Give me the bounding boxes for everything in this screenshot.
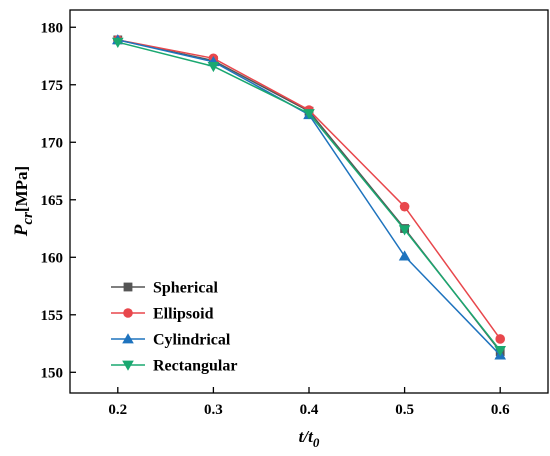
x-tick-label: 0.5 (395, 402, 414, 418)
y-tick-label: 175 (41, 78, 64, 94)
x-axis-label-main: t/t (299, 427, 314, 446)
x-axis-label-subscript: 0 (313, 435, 320, 450)
series-ellipsoid (113, 35, 506, 344)
legend-label-cylindrical: Cylindrical (153, 332, 231, 349)
data-point-ellipsoid (495, 334, 506, 344)
x-tick-label: 0.4 (300, 402, 319, 418)
y-tick-label: 160 (41, 250, 64, 266)
legend: Spherical Ellipsoid Cylindrical Rectangular (111, 280, 237, 375)
data-point-cylindrical (398, 250, 411, 261)
data-point-rectangular (494, 346, 506, 357)
legend-item-rectangular: Rectangular (111, 358, 237, 375)
legend-item-spherical: Spherical (111, 280, 218, 297)
data-point-ellipsoid (399, 201, 410, 212)
y-tick-label: 170 (41, 135, 64, 151)
x-axis-label: t/t0 (299, 427, 320, 450)
legend-label-ellipsoid: Ellipsoid (153, 306, 214, 323)
series-line-rectangular (117, 41, 501, 351)
y-tick-label: 165 (41, 193, 64, 209)
y-axis-label-unit: [MPa] (12, 166, 31, 212)
x-tick-label: 0.2 (108, 402, 127, 418)
legend-label-rectangular: Rectangular (153, 358, 237, 375)
legend-marker-ellipsoid (123, 308, 133, 318)
data-point-rectangular (207, 61, 220, 73)
y-axis-label: Pcr[MPa] (11, 166, 36, 237)
y-tick-label: 150 (41, 365, 64, 381)
y-tick-label: 180 (41, 20, 64, 36)
y-tick-label: 155 (41, 308, 64, 324)
legend-marker-rectangular (122, 360, 134, 371)
data-point-rectangular (303, 109, 315, 120)
x-tick-label: 0.6 (491, 402, 510, 418)
data-point-rectangular (398, 225, 411, 236)
x-tick-label: 0.3 (204, 402, 223, 418)
y-axis-label-main: P (11, 224, 32, 237)
data-point-rectangular (112, 37, 124, 49)
legend-item-cylindrical: Cylindrical (111, 332, 231, 349)
legend-marker-spherical (123, 282, 133, 292)
legend-label-spherical: Spherical (153, 280, 218, 297)
series-rectangular (112, 37, 506, 357)
plot-frame (69, 9, 549, 394)
legend-item-ellipsoid: Ellipsoid (111, 306, 214, 323)
legend-marker-cylindrical (122, 333, 134, 344)
y-axis-label-subscript: cr (20, 212, 36, 225)
